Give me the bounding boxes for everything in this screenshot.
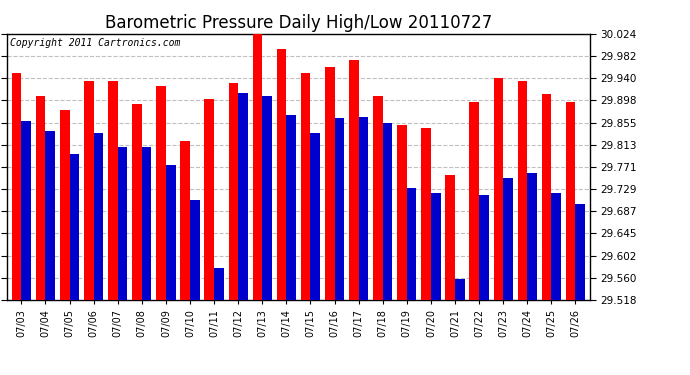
Bar: [503, 178, 513, 300]
Bar: [445, 175, 455, 300]
Bar: [46, 130, 55, 300]
Bar: [12, 73, 21, 300]
Bar: [431, 193, 441, 300]
Bar: [310, 133, 320, 300]
Bar: [397, 125, 407, 300]
Bar: [180, 141, 190, 300]
Bar: [204, 99, 214, 300]
Bar: [301, 73, 310, 300]
Bar: [455, 279, 464, 300]
Bar: [518, 81, 527, 300]
Bar: [407, 189, 417, 300]
Bar: [70, 154, 79, 300]
Bar: [551, 193, 561, 300]
Bar: [286, 115, 296, 300]
Bar: [132, 104, 142, 300]
Bar: [277, 49, 286, 300]
Bar: [349, 60, 359, 300]
Bar: [84, 81, 94, 300]
Bar: [542, 94, 551, 300]
Bar: [373, 96, 383, 300]
Bar: [527, 172, 537, 300]
Bar: [335, 118, 344, 300]
Bar: [325, 68, 335, 300]
Bar: [479, 195, 489, 300]
Bar: [383, 123, 393, 300]
Bar: [36, 96, 46, 300]
Bar: [94, 133, 104, 300]
Text: Copyright 2011 Cartronics.com: Copyright 2011 Cartronics.com: [10, 38, 180, 48]
Title: Barometric Pressure Daily High/Low 20110727: Barometric Pressure Daily High/Low 20110…: [105, 14, 492, 32]
Bar: [469, 102, 479, 300]
Bar: [60, 110, 70, 300]
Bar: [566, 102, 575, 300]
Bar: [108, 81, 118, 300]
Bar: [359, 117, 368, 300]
Bar: [156, 86, 166, 300]
Bar: [575, 204, 585, 300]
Bar: [118, 147, 128, 300]
Bar: [142, 147, 152, 300]
Bar: [262, 96, 272, 300]
Bar: [228, 83, 238, 300]
Bar: [253, 34, 262, 300]
Bar: [214, 268, 224, 300]
Bar: [21, 121, 31, 300]
Bar: [166, 165, 175, 300]
Bar: [422, 128, 431, 300]
Bar: [238, 93, 248, 300]
Bar: [493, 78, 503, 300]
Bar: [190, 200, 199, 300]
